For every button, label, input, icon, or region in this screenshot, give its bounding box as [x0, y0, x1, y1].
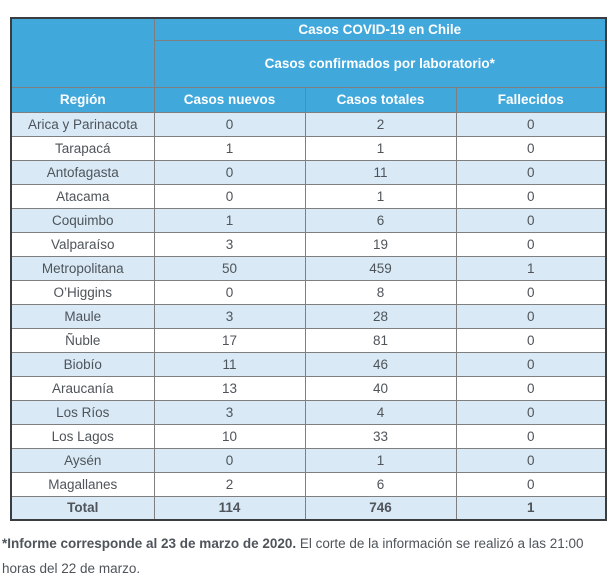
casos-totales-value: 2: [304, 111, 457, 137]
casos-totales-value: 46: [304, 351, 457, 377]
column-header-region: Región: [10, 86, 155, 113]
fallecidos-value: 0: [455, 423, 607, 449]
fallecidos-value: 0: [455, 159, 607, 185]
casos-nuevos-value: 2: [153, 471, 306, 497]
fallecidos-value: 0: [455, 279, 607, 305]
region-name: Maule: [10, 303, 155, 329]
covid-cases-table: Casos COVID-19 en Chile Casos confirmado…: [10, 17, 608, 521]
table-row: Arica y Parinacota 0 2 0: [10, 111, 607, 137]
table-subtitle: Casos confirmados por laboratorio*: [153, 39, 607, 88]
fallecidos-value: 1: [455, 255, 607, 281]
region-name: Metropolitana: [10, 255, 155, 281]
region-name: Atacama: [10, 183, 155, 209]
total-casos-totales: 746: [304, 495, 457, 521]
table-row: Coquimbo 1 6 0: [10, 207, 607, 233]
fallecidos-value: 0: [455, 375, 607, 401]
casos-totales-value: 4: [304, 399, 457, 425]
table-row: Magallanes 2 6 0: [10, 471, 607, 497]
header-blank-cell: [10, 17, 155, 88]
casos-totales-value: 6: [304, 471, 457, 497]
casos-totales-value: 459: [304, 255, 457, 281]
casos-totales-value: 1: [304, 135, 457, 161]
region-name: Los Ríos: [10, 399, 155, 425]
fallecidos-value: 0: [455, 471, 607, 497]
casos-totales-value: 19: [304, 231, 457, 257]
footnote-detail: El corte de la información se realizó a …: [2, 536, 584, 576]
fallecidos-value: 0: [455, 303, 607, 329]
casos-nuevos-value: 50: [153, 255, 306, 281]
casos-nuevos-value: 0: [153, 279, 306, 305]
table-row: Valparaíso 3 19 0: [10, 231, 607, 257]
region-name: Biobío: [10, 351, 155, 377]
table-row: Araucanía 13 40 0: [10, 375, 607, 401]
casos-totales-value: 81: [304, 327, 457, 353]
fallecidos-value: 0: [455, 207, 607, 233]
report-footnote: *Informe corresponde al 23 de marzo de 2…: [2, 531, 602, 579]
casos-nuevos-value: 17: [153, 327, 306, 353]
table-row: Maule 3 28 0: [10, 303, 607, 329]
page: Casos COVID-19 en Chile Casos confirmado…: [0, 17, 615, 579]
table-row: Atacama 0 1 0: [10, 183, 607, 209]
casos-totales-value: 6: [304, 207, 457, 233]
table-row: Los Lagos 10 33 0: [10, 423, 607, 449]
region-name: Ñuble: [10, 327, 155, 353]
total-row: Total 114 746 1: [10, 495, 607, 521]
casos-totales-value: 33: [304, 423, 457, 449]
total-casos-nuevos: 114: [153, 495, 306, 521]
region-name: Coquimbo: [10, 207, 155, 233]
fallecidos-value: 0: [455, 351, 607, 377]
fallecidos-value: 0: [455, 183, 607, 209]
casos-nuevos-value: 3: [153, 303, 306, 329]
fallecidos-value: 0: [455, 327, 607, 353]
casos-totales-value: 1: [304, 183, 457, 209]
casos-nuevos-value: 1: [153, 207, 306, 233]
casos-nuevos-value: 3: [153, 399, 306, 425]
table-row: Antofagasta 0 11 0: [10, 159, 607, 185]
table-row: Metropolitana 50 459 1: [10, 255, 607, 281]
fallecidos-value: 0: [455, 135, 607, 161]
region-name: Antofagasta: [10, 159, 155, 185]
casos-totales-value: 8: [304, 279, 457, 305]
column-header-nuevos: Casos nuevos: [153, 86, 306, 113]
fallecidos-value: 0: [455, 111, 607, 137]
total-fallecidos: 1: [455, 495, 607, 521]
table-row: Biobío 11 46 0: [10, 351, 607, 377]
casos-nuevos-value: 1: [153, 135, 306, 161]
casos-totales-value: 28: [304, 303, 457, 329]
casos-nuevos-value: 3: [153, 231, 306, 257]
region-name: Araucanía: [10, 375, 155, 401]
region-name: Tarapacá: [10, 135, 155, 161]
table-row: Ñuble 17 81 0: [10, 327, 607, 353]
table-row: Tarapacá 1 1 0: [10, 135, 607, 161]
casos-nuevos-value: 10: [153, 423, 306, 449]
fallecidos-value: 0: [455, 447, 607, 473]
fallecidos-value: 0: [455, 231, 607, 257]
casos-totales-value: 40: [304, 375, 457, 401]
casos-totales-value: 1: [304, 447, 457, 473]
region-name: Valparaíso: [10, 231, 155, 257]
column-header-totales: Casos totales: [304, 86, 457, 113]
casos-nuevos-value: 13: [153, 375, 306, 401]
casos-nuevos-value: 11: [153, 351, 306, 377]
table-row: Aysén 0 1 0: [10, 447, 607, 473]
table-title: Casos COVID-19 en Chile: [153, 17, 607, 41]
region-name: O’Higgins: [10, 279, 155, 305]
total-label: Total: [10, 495, 155, 521]
table-row: Los Ríos 3 4 0: [10, 399, 607, 425]
casos-nuevos-value: 0: [153, 159, 306, 185]
region-name: Los Lagos: [10, 423, 155, 449]
table-row: O’Higgins 0 8 0: [10, 279, 607, 305]
fallecidos-value: 0: [455, 399, 607, 425]
footnote-date-bold: *Informe corresponde al 23 de marzo de 2…: [2, 536, 297, 551]
region-name: Aysén: [10, 447, 155, 473]
region-name: Magallanes: [10, 471, 155, 497]
casos-nuevos-value: 0: [153, 183, 306, 209]
casos-nuevos-value: 0: [153, 447, 306, 473]
region-name: Arica y Parinacota: [10, 111, 155, 137]
casos-totales-value: 11: [304, 159, 457, 185]
column-header-fallecidos: Fallecidos: [455, 86, 607, 113]
casos-nuevos-value: 0: [153, 111, 306, 137]
